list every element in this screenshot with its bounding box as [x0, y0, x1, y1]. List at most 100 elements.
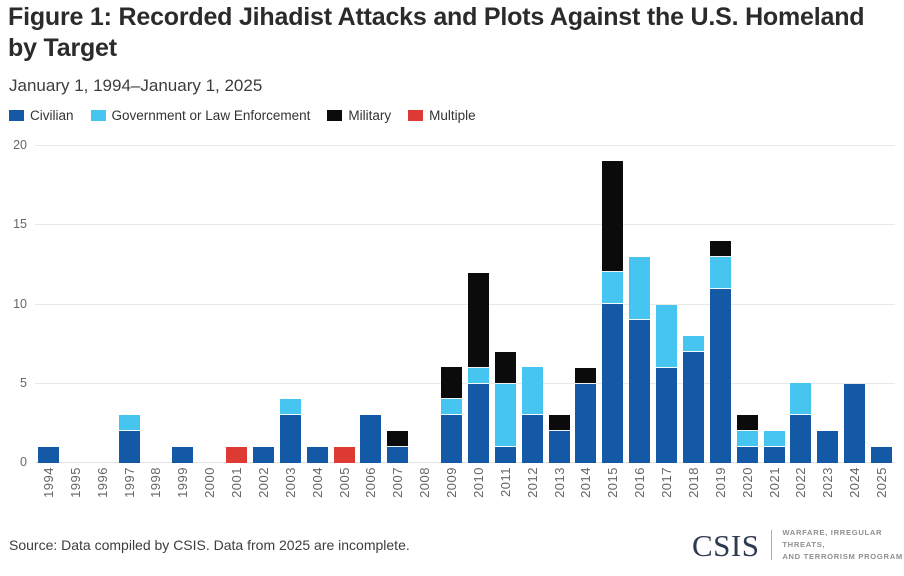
x-tick-label-2004: 2004: [309, 467, 325, 498]
x-tick-cell-1995: 1995: [62, 467, 89, 529]
bar-segment-civilian-1999: [172, 447, 194, 463]
y-tick-label-15: 15: [13, 217, 27, 232]
program-name: WARFARE, IRREGULAR THREATS, AND TERRORIS…: [782, 527, 904, 563]
x-tick-cell-2016: 2016: [626, 467, 653, 529]
x-tick-label-2005: 2005: [336, 467, 352, 498]
bar-segment-civilian-2011: [494, 447, 516, 463]
stacked-bar-2002: [252, 447, 274, 463]
x-axis: 1994 1995 1996 1997 1998 1999 2000 2001 2002 2003…: [35, 467, 895, 529]
bar-segment-government-or-law-enforcement-2021: [763, 431, 785, 447]
x-tick-cell-1994: 1994: [35, 467, 62, 529]
stacked-bar-2020: [736, 415, 758, 463]
bar-slot-2002: [250, 146, 277, 463]
legend-label: Military: [348, 108, 392, 123]
stacked-bar-2004: [306, 447, 328, 463]
x-tick-label-1997: 1997: [121, 467, 137, 498]
bar-slot-2000: [196, 146, 223, 463]
bar-segment-military-2014: [575, 368, 597, 384]
stacked-bar-2017: [656, 305, 678, 463]
stacked-bar-2003: [279, 399, 301, 463]
x-tick-label-2017: 2017: [659, 467, 675, 498]
bar-segment-civilian-2004: [306, 447, 328, 463]
x-tick-label-1994: 1994: [40, 467, 56, 498]
stacked-bar-2001: [226, 447, 248, 463]
bar-slot-1995: [62, 146, 89, 463]
bar-segment-multiple-2001: [226, 447, 248, 463]
bar-segment-civilian-2010: [467, 384, 489, 463]
stacked-bar-2019: [709, 241, 731, 463]
legend-swatch-civilian: [9, 110, 24, 121]
legend-item-government-or-law-enforcement: Government or Law Enforcement: [90, 108, 310, 123]
bar-segment-civilian-2002: [252, 447, 274, 463]
bar-segment-government-or-law-enforcement-2017: [656, 305, 678, 368]
bar-segment-military-2007: [387, 431, 409, 447]
stacked-bar-2006: [360, 415, 382, 463]
x-tick-cell-2008: 2008: [411, 467, 438, 529]
bar-segment-military-2009: [441, 367, 463, 399]
x-tick-cell-2000: 2000: [196, 467, 223, 529]
x-tick-cell-2012: 2012: [519, 467, 546, 529]
x-tick-cell-2004: 2004: [304, 467, 331, 529]
bar-segment-military-2013: [548, 415, 570, 431]
stacked-bar-2016: [629, 257, 651, 463]
legend-item-civilian: Civilian: [9, 108, 74, 123]
logo-divider: [771, 530, 773, 561]
x-tick-label-2011: 2011: [497, 467, 513, 497]
y-tick-label-0: 0: [20, 455, 27, 469]
stacked-bar-2018: [682, 336, 704, 463]
figure-subtitle: January 1, 1994–January 1, 2025: [9, 76, 263, 95]
bar-slot-1997: [116, 146, 143, 463]
bar-segment-multiple-2005: [333, 447, 355, 463]
bar-segment-civilian-1994: [37, 447, 59, 463]
legend-label: Multiple: [429, 108, 476, 123]
bar-segment-civilian-2018: [682, 352, 704, 463]
bar-slot-2015: [599, 146, 626, 463]
x-tick-cell-2001: 2001: [223, 467, 250, 529]
y-tick-label-10: 10: [13, 296, 27, 311]
x-tick-label-2021: 2021: [766, 467, 782, 498]
x-tick-cell-2024: 2024: [841, 467, 868, 529]
bar-segment-military-2011: [494, 352, 516, 384]
bar-segment-government-or-law-enforcement-2015: [602, 272, 624, 304]
x-tick-cell-1999: 1999: [169, 467, 196, 529]
x-tick-cell-2003: 2003: [277, 467, 304, 529]
bar-slot-2013: [546, 146, 573, 463]
stacked-bar-1999: [172, 447, 194, 463]
bar-slot-2016: [626, 146, 653, 463]
bar-segment-government-or-law-enforcement-2012: [521, 367, 543, 415]
bar-segment-civilian-2017: [656, 368, 678, 463]
bar-segment-civilian-1997: [118, 431, 140, 463]
bar-segment-civilian-2019: [709, 289, 731, 463]
x-tick-cell-2005: 2005: [331, 467, 358, 529]
bar-slot-1994: [35, 146, 62, 463]
x-tick-cell-2021: 2021: [761, 467, 788, 529]
legend-swatch-multiple: [408, 110, 424, 121]
x-tick-label-2018: 2018: [685, 467, 701, 498]
stacked-bar-2013: [548, 415, 570, 463]
bar-segment-civilian-2016: [629, 320, 651, 463]
x-tick-label-2002: 2002: [255, 467, 271, 498]
stacked-bar-2009: [441, 367, 463, 463]
y-axis: 0 5 10 15 20: [0, 138, 27, 469]
x-tick-cell-2022: 2022: [788, 467, 815, 529]
x-tick-label-2000: 2000: [202, 467, 218, 498]
stacked-bar-2014: [575, 368, 597, 463]
bar-slot-2001: [223, 146, 250, 463]
gridline-20: [35, 145, 895, 146]
x-tick-label-2016: 2016: [632, 467, 648, 498]
x-tick-label-2023: 2023: [820, 467, 836, 498]
legend-swatch-military: [327, 110, 343, 121]
bar-segment-government-or-law-enforcement-2010: [467, 368, 489, 384]
figure-title: Figure 1: Recorded Jihadist Attacks and …: [8, 3, 865, 62]
stacked-bar-2007: [387, 431, 409, 463]
x-tick-label-2025: 2025: [874, 467, 890, 498]
bar-segment-civilian-2020: [736, 447, 758, 463]
x-tick-label-2015: 2015: [605, 467, 621, 498]
bar-segment-government-or-law-enforcement-2011: [494, 384, 516, 447]
x-tick-cell-2019: 2019: [707, 467, 734, 529]
gridline-5: [35, 382, 895, 384]
x-tick-label-1996: 1996: [94, 467, 110, 498]
x-tick-cell-2015: 2015: [599, 467, 626, 529]
x-tick-cell-2014: 2014: [573, 467, 600, 529]
x-tick-cell-2013: 2013: [546, 467, 573, 529]
